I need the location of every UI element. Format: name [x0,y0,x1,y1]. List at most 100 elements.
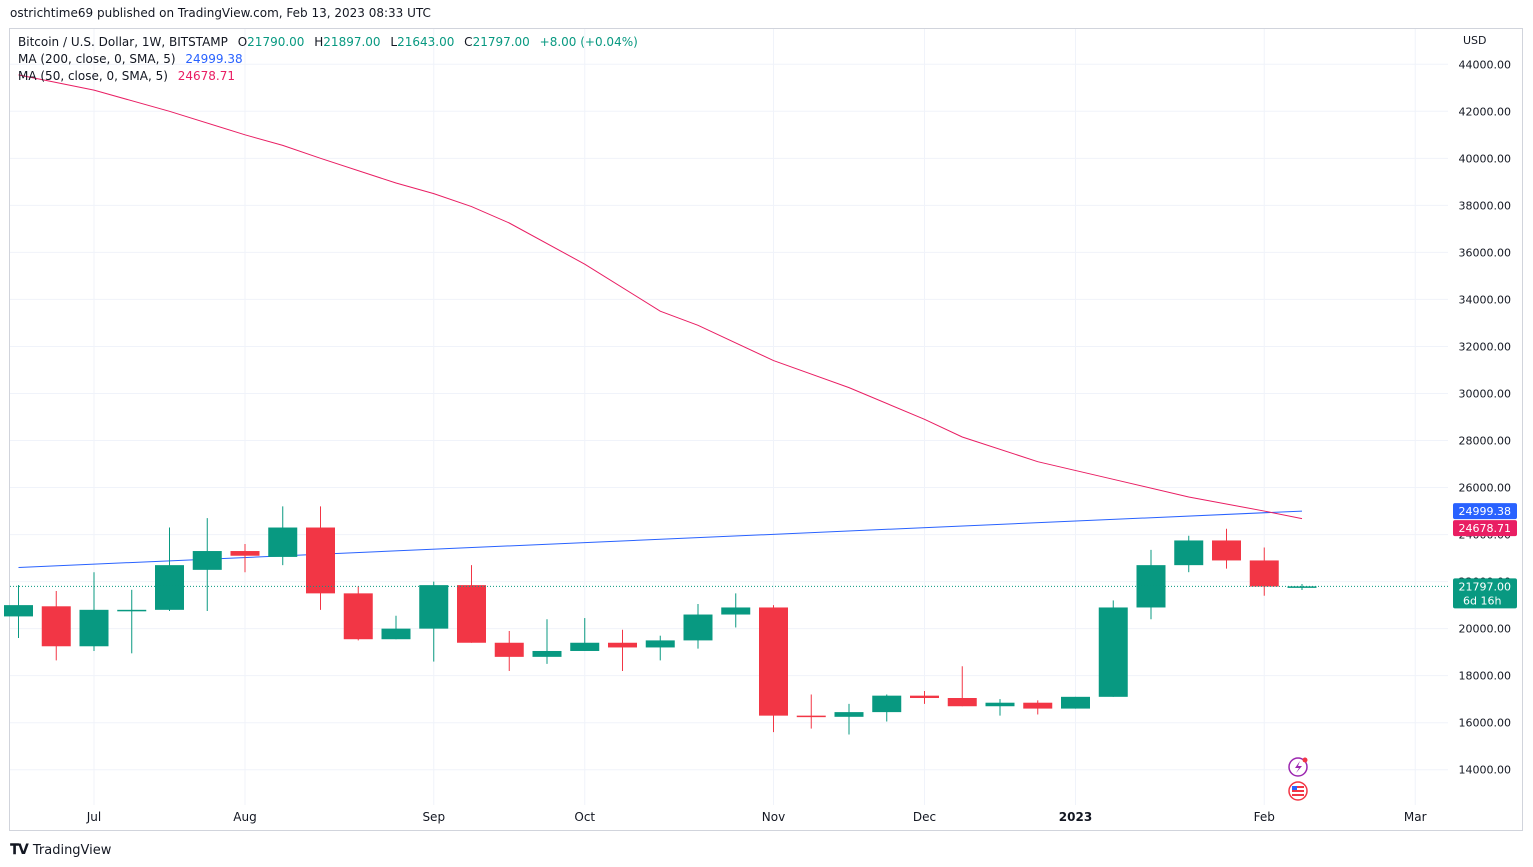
price-axis: 14000.0016000.0018000.0020000.0022000.00… [1459,34,1512,777]
candle-body [985,702,1015,707]
y-tick-label: 44000.00 [1459,58,1512,71]
candle-body [645,640,675,648]
candle [910,690,939,704]
legend-ma50-row[interactable]: MA (50, close, 0, SMA, 5) 24678.71 [18,68,638,85]
open-label: O [237,35,248,49]
candle-body [910,695,939,699]
y-tick-label: 18000.00 [1459,670,1512,683]
us-flag-event-icon[interactable] [1288,781,1308,801]
candle [1098,600,1128,697]
candle-body [494,642,524,657]
close-value: 21797.00 [472,35,530,49]
x-tick-label: Feb [1254,810,1275,824]
legend-ohlc-row: Bitcoin / U.S. Dollar, 1W, BITSTAMP O217… [18,34,638,51]
y-tick-label: 32000.00 [1459,340,1512,353]
candle [683,603,713,649]
x-tick-label: Dec [913,810,936,824]
candle-body [1023,702,1053,709]
ma50-line [18,74,1303,520]
candle-body [41,606,71,647]
ma200-line [18,510,1303,568]
candle [381,615,411,640]
candle [985,699,1015,716]
grid [10,29,1448,805]
low-value: 21643.00 [397,35,455,49]
candle-body [947,698,977,707]
candle-body [230,551,260,556]
candle [721,593,751,628]
change-value: +8.00 (+0.04%) [539,35,638,49]
candle-body [381,628,411,640]
candle-body [834,712,864,717]
publisher-header: ostrichtime69 published on TradingView.c… [10,6,431,20]
close-label: C [464,35,473,49]
currency-label: USD [1463,34,1487,47]
open-value: 21790.00 [247,35,305,49]
lightning-event-icon[interactable] [1288,757,1308,777]
candle [759,605,788,733]
x-tick-label: Nov [762,810,785,824]
candle [1174,535,1204,573]
candle [155,527,184,611]
candle [230,543,260,573]
candle [1023,700,1053,715]
legend-symbol[interactable]: Bitcoin / U.S. Dollar, 1W, BITSTAMP [18,35,228,49]
candle [1287,584,1317,591]
candle-body [457,585,486,643]
candle [457,565,486,643]
last-price-badge [1453,578,1517,609]
candle-body [343,593,373,640]
candle-body [608,642,637,648]
candle [343,586,373,641]
candle-body [1212,540,1241,561]
candle-body [268,527,298,557]
y-tick-label: 34000.00 [1459,293,1512,306]
chart-legend: Bitcoin / U.S. Dollar, 1W, BITSTAMP O217… [18,34,638,85]
candle-body [570,642,600,651]
candle [947,666,977,707]
tradingview-brand[interactable]: 𝐓V TradingView [10,842,111,858]
candle-body [419,585,449,629]
legend-ma200-row[interactable]: MA (200, close, 0, SMA, 5) 24999.38 [18,51,638,68]
candle-body [532,650,562,657]
candle [4,585,33,639]
y-tick-label: 20000.00 [1459,623,1512,636]
ma50-label: MA (50, close, 0, SMA, 5) [18,69,168,83]
tradingview-logo-icon: 𝐓V [10,842,29,858]
candle-body [721,607,751,615]
candle [419,581,449,662]
candle [872,694,902,722]
candle-body [306,527,335,594]
ma50-price-badge [1453,520,1517,537]
candle-body [759,607,788,716]
y-tick-label: 16000.00 [1459,717,1512,730]
y-tick-label: 14000.00 [1459,764,1512,777]
candle [532,619,562,664]
candle [192,518,222,611]
candle [1061,696,1090,709]
time-axis: Jul Aug Sep Oct Nov Dec 2023 Feb Mar [86,810,1427,824]
candle [79,572,109,651]
candle [1212,528,1241,569]
x-tick-label: Mar [1404,810,1427,824]
last-price-badge-text: 21797.00 [1459,580,1512,593]
event-icons [1288,757,1308,801]
x-tick-label: Aug [233,810,256,824]
brand-name: TradingView [32,842,112,858]
candle [1136,549,1166,620]
y-tick-label: 28000.00 [1459,435,1512,448]
candle [1249,547,1279,596]
candle-body [117,609,147,612]
candle-body [796,715,826,718]
candle [645,635,675,661]
candle [570,618,600,651]
y-tick-label: 36000.00 [1459,246,1512,259]
candle-body [79,609,109,647]
candle-body [1174,540,1204,566]
candle-body [192,551,222,570]
moving-averages [18,74,1303,568]
high-value: 21897.00 [323,35,381,49]
x-tick-label: Sep [422,810,445,824]
